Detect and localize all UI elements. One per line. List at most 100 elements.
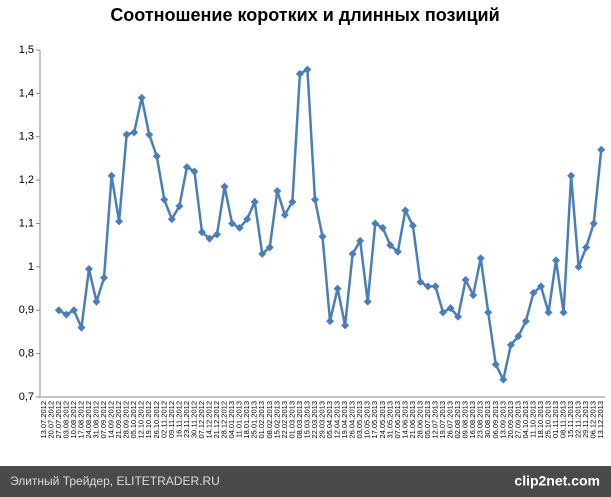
marker — [469, 291, 478, 300]
x-tick-label: 26.07.2013 — [446, 401, 455, 439]
marker — [454, 312, 463, 321]
marker — [280, 210, 289, 219]
x-tick-label: 22.02.2013 — [280, 401, 289, 439]
x-tick-label: 19.07.2013 — [438, 401, 447, 439]
marker — [175, 202, 184, 211]
x-tick-label: 06.12.2013 — [589, 401, 598, 439]
x-tick-label: 01.03.2013 — [287, 401, 296, 439]
x-tick-label: 06.09.2013 — [491, 401, 500, 439]
x-tick-label: 08.03.2013 — [295, 401, 304, 439]
y-tick-label: 1 — [28, 261, 34, 273]
x-tick-label: 04.01.2013 — [227, 401, 236, 439]
marker — [423, 282, 432, 291]
x-tick-label: 30.11.2012 — [189, 401, 198, 438]
marker — [484, 308, 493, 317]
footer-bar — [0, 466, 611, 497]
marker — [295, 69, 304, 78]
marker — [160, 195, 169, 204]
x-tick-label: 08.11.2013 — [559, 401, 568, 438]
x-tick-label: 10.05.2013 — [363, 401, 372, 439]
marker — [371, 219, 380, 228]
x-tick-label: 20.09.2013 — [506, 401, 515, 439]
x-tick-label: 03.08.2012 — [61, 401, 70, 439]
marker — [250, 197, 259, 206]
x-tick-label: 14.06.2013 — [400, 401, 409, 439]
y-tick-label: 1,5 — [19, 44, 34, 56]
x-tick-label: 19.10.2012 — [144, 401, 153, 439]
marker — [243, 215, 252, 224]
x-tick-label: 07.06.2013 — [393, 401, 402, 439]
y-tick-label: 1,2 — [19, 174, 34, 186]
marker — [499, 375, 508, 384]
marker — [107, 171, 116, 180]
x-tick-label: 01.02.2013 — [257, 401, 266, 439]
marker — [190, 167, 199, 176]
marker — [401, 206, 410, 215]
marker — [386, 241, 395, 250]
x-tick-label: 29.03.2013 — [317, 401, 326, 439]
marker — [273, 186, 282, 195]
marker — [393, 247, 402, 256]
marker — [491, 360, 500, 369]
marker — [439, 308, 448, 317]
marker — [137, 93, 146, 102]
x-tick-label: 13.07.2012 — [39, 401, 48, 439]
x-tick-label: 21.06.2013 — [408, 401, 417, 439]
marker — [115, 217, 124, 226]
marker — [514, 332, 523, 341]
marker — [100, 273, 109, 282]
x-tick-label: 02.08.2013 — [453, 401, 462, 439]
marker — [356, 236, 365, 245]
x-tick-label: 18.10.2013 — [536, 401, 545, 439]
marker — [408, 221, 417, 230]
marker — [597, 145, 606, 154]
y-tick-label: 0,8 — [19, 348, 34, 360]
marker — [582, 243, 591, 252]
x-tick-label: 09.08.2013 — [461, 401, 470, 439]
x-tick-label: 19.04.2013 — [340, 401, 349, 439]
x-tick-label: 01.11.2013 — [551, 401, 560, 438]
x-tick-label: 20.07.2012 — [46, 401, 55, 439]
x-tick-label: 10.08.2012 — [69, 401, 78, 439]
marker — [152, 152, 161, 161]
marker — [84, 265, 93, 274]
x-tick-label: 23.11.2012 — [182, 401, 191, 438]
marker — [333, 284, 342, 293]
marker — [92, 297, 101, 306]
marker — [544, 308, 553, 317]
y-tick-label: 1,3 — [19, 131, 34, 143]
x-tick-label: 31.05.2013 — [385, 401, 394, 439]
y-tick-label: 0,7 — [19, 391, 34, 403]
x-tick-label: 14.12.2012 — [204, 401, 213, 439]
marker — [574, 262, 583, 271]
y-tick-label: 1,1 — [19, 217, 34, 229]
x-tick-label: 16.11.2012 — [174, 401, 183, 438]
x-tick-label: 12.10.2012 — [137, 401, 146, 439]
x-tick-label: 15.03.2013 — [302, 401, 311, 439]
marker — [69, 306, 78, 315]
x-tick-label: 15.02.2013 — [272, 401, 281, 439]
x-tick-label: 11.01.2013 — [235, 401, 244, 438]
x-tick-label: 26.04.2013 — [348, 401, 357, 439]
x-tick-label: 17.05.2013 — [370, 401, 379, 439]
x-tick-label: 22.11.2013 — [574, 401, 583, 438]
x-tick-label: 03.05.2013 — [355, 401, 364, 439]
x-tick-label: 13.12.2013 — [596, 401, 605, 439]
x-tick-label: 28.12.2012 — [220, 401, 229, 439]
watermark: clip2net.com — [514, 473, 600, 489]
x-tick-label: 28.09.2012 — [122, 401, 131, 439]
marker — [529, 288, 538, 297]
x-tick-label: 27.07.2012 — [54, 401, 63, 439]
y-tick-label: 1,4 — [19, 87, 34, 99]
marker — [228, 219, 237, 228]
x-tick-label: 21.12.2012 — [212, 401, 221, 439]
x-tick-label: 12.04.2013 — [333, 401, 342, 439]
marker — [363, 297, 372, 306]
x-tick-label: 27.09.2013 — [513, 401, 522, 439]
x-tick-label: 09.11.2012 — [167, 401, 176, 438]
marker — [506, 340, 515, 349]
marker — [552, 256, 561, 265]
marker — [341, 321, 350, 330]
marker — [559, 308, 568, 317]
x-tick-label: 30.08.2013 — [483, 401, 492, 439]
